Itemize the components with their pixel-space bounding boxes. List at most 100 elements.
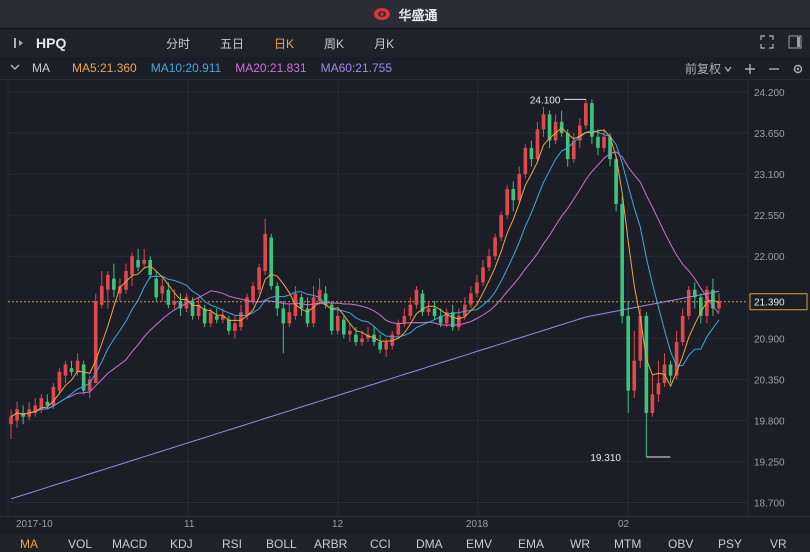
current-price-label: 21.390 [754, 298, 785, 309]
price-tick-label: 19.800 [754, 416, 785, 427]
add-icon[interactable] [744, 63, 756, 75]
candle-body [408, 304, 413, 316]
stock-symbol: HPQ [36, 35, 67, 51]
candle-body [311, 297, 316, 324]
candle-body [590, 103, 594, 137]
indicator-tab-kdj[interactable]: KDJ [170, 537, 193, 551]
candle-body [190, 300, 195, 316]
period-tab-intraday[interactable]: 分时 [166, 36, 191, 51]
candle-body [239, 312, 243, 328]
candle-body [402, 315, 407, 324]
candle-body [275, 286, 280, 309]
date-label: 02 [618, 519, 630, 530]
ma10-value: MA10:20.911 [150, 61, 222, 75]
candle-body [650, 394, 655, 413]
indicator-tab-ema[interactable]: EMA [518, 537, 545, 551]
price-tick-label: 23.650 [754, 129, 785, 140]
candle-body [656, 383, 661, 395]
candle-body [644, 315, 649, 413]
indicator-tab-vr[interactable]: VR [770, 537, 787, 551]
adjust-mode-dropdown[interactable]: 前复权 [685, 60, 732, 77]
candle-body [450, 312, 455, 328]
candlestick-chart[interactable]: 24.200 23.650 23.100 22.550 22.000 21.390 20.9… [0, 80, 810, 516]
candle-body [535, 129, 540, 160]
candle-body [686, 289, 691, 316]
candle-body [342, 319, 346, 335]
candle-body [69, 368, 74, 372]
indicator-tab-emv[interactable]: EMV [466, 537, 493, 551]
candle-body [227, 319, 231, 331]
candle-body [541, 114, 546, 130]
candle-body [348, 330, 352, 335]
candle-body [112, 278, 116, 290]
candle-body [208, 312, 213, 324]
indicator-tab-mtm[interactable]: MTM [614, 537, 642, 551]
ma5-line [10, 127, 720, 418]
candle-body [608, 136, 612, 160]
price-tick-label: 19.250 [754, 458, 785, 469]
candle-body [432, 308, 437, 316]
ma10-line [10, 129, 720, 418]
candle-body [269, 237, 274, 287]
candle-body [172, 300, 177, 305]
candle-body [160, 286, 165, 294]
fullscreen-icon[interactable] [760, 35, 774, 49]
indicator-tab-rsi[interactable]: RSI [222, 537, 243, 551]
indicator-tab-dma[interactable]: DMA [416, 537, 443, 551]
candle-body [475, 282, 479, 294]
low-annotation: 19.310 [590, 453, 621, 464]
candle-body [553, 121, 558, 141]
settings-icon[interactable] [792, 63, 804, 75]
panel-toggle-icon[interactable] [788, 35, 802, 49]
candle-body [136, 259, 140, 268]
period-tab-5day[interactable]: 五日 [220, 36, 245, 51]
sidebar-toggle-icon[interactable] [12, 35, 28, 51]
candle-body [620, 203, 624, 316]
candle-body [233, 323, 237, 331]
candle-body [166, 289, 171, 305]
candle-body [281, 308, 286, 324]
period-tab-weekly[interactable]: 周K [324, 36, 345, 51]
period-tab-daily[interactable]: 日K [274, 36, 295, 51]
indicator-tab-obv[interactable]: OBV [668, 537, 694, 551]
minus-icon[interactable] [768, 63, 780, 75]
candle-body [251, 286, 255, 301]
candle-body [33, 405, 38, 413]
price-chart[interactable]: 24.200 23.650 23.100 22.550 22.000 21.390 20.9… [0, 80, 810, 516]
candle-body [305, 308, 310, 324]
candle-body [39, 398, 44, 410]
indicator-tab-macd[interactable]: MACD [112, 537, 148, 551]
candle-body [360, 338, 364, 343]
price-tick-label: 18.700 [754, 499, 785, 510]
candle-body [632, 360, 637, 391]
candle-body [547, 114, 552, 141]
candle-body [81, 364, 86, 391]
candle-body [602, 136, 606, 148]
candle-body [692, 289, 697, 298]
indicator-bar: MA MA5:21.360 MA10:20.911 MA20:21.831 MA… [0, 57, 810, 80]
candle-body [154, 278, 159, 298]
candle-body [626, 315, 631, 391]
candle-body [354, 334, 358, 343]
date-axis: 2017-10 11 12 2018 02 [0, 516, 810, 535]
candle-body [57, 371, 62, 391]
indicator-tab-vol[interactable]: VOL [68, 537, 93, 551]
chevron-down-icon[interactable] [10, 62, 24, 75]
candle-body [614, 159, 618, 204]
candle-body [493, 237, 497, 257]
indicator-tab-cci[interactable]: CCI [370, 537, 391, 551]
period-tab-monthly[interactable]: 月K [374, 36, 395, 51]
indicator-tab-ma[interactable]: MA [20, 537, 38, 551]
candle-body [299, 297, 304, 309]
candle-body [505, 189, 510, 216]
candle-body [335, 315, 340, 331]
candle-body [372, 334, 376, 343]
candle-body [717, 300, 721, 309]
indicator-tab-wr[interactable]: WR [570, 537, 590, 551]
candle-body [329, 304, 334, 331]
indicator-tab-psy[interactable]: PSY [718, 537, 743, 551]
candle-body [142, 259, 146, 264]
indicator-tab-arbr[interactable]: ARBR [314, 537, 348, 551]
candle-body [396, 323, 401, 335]
indicator-tab-boll[interactable]: BOLL [266, 537, 297, 551]
